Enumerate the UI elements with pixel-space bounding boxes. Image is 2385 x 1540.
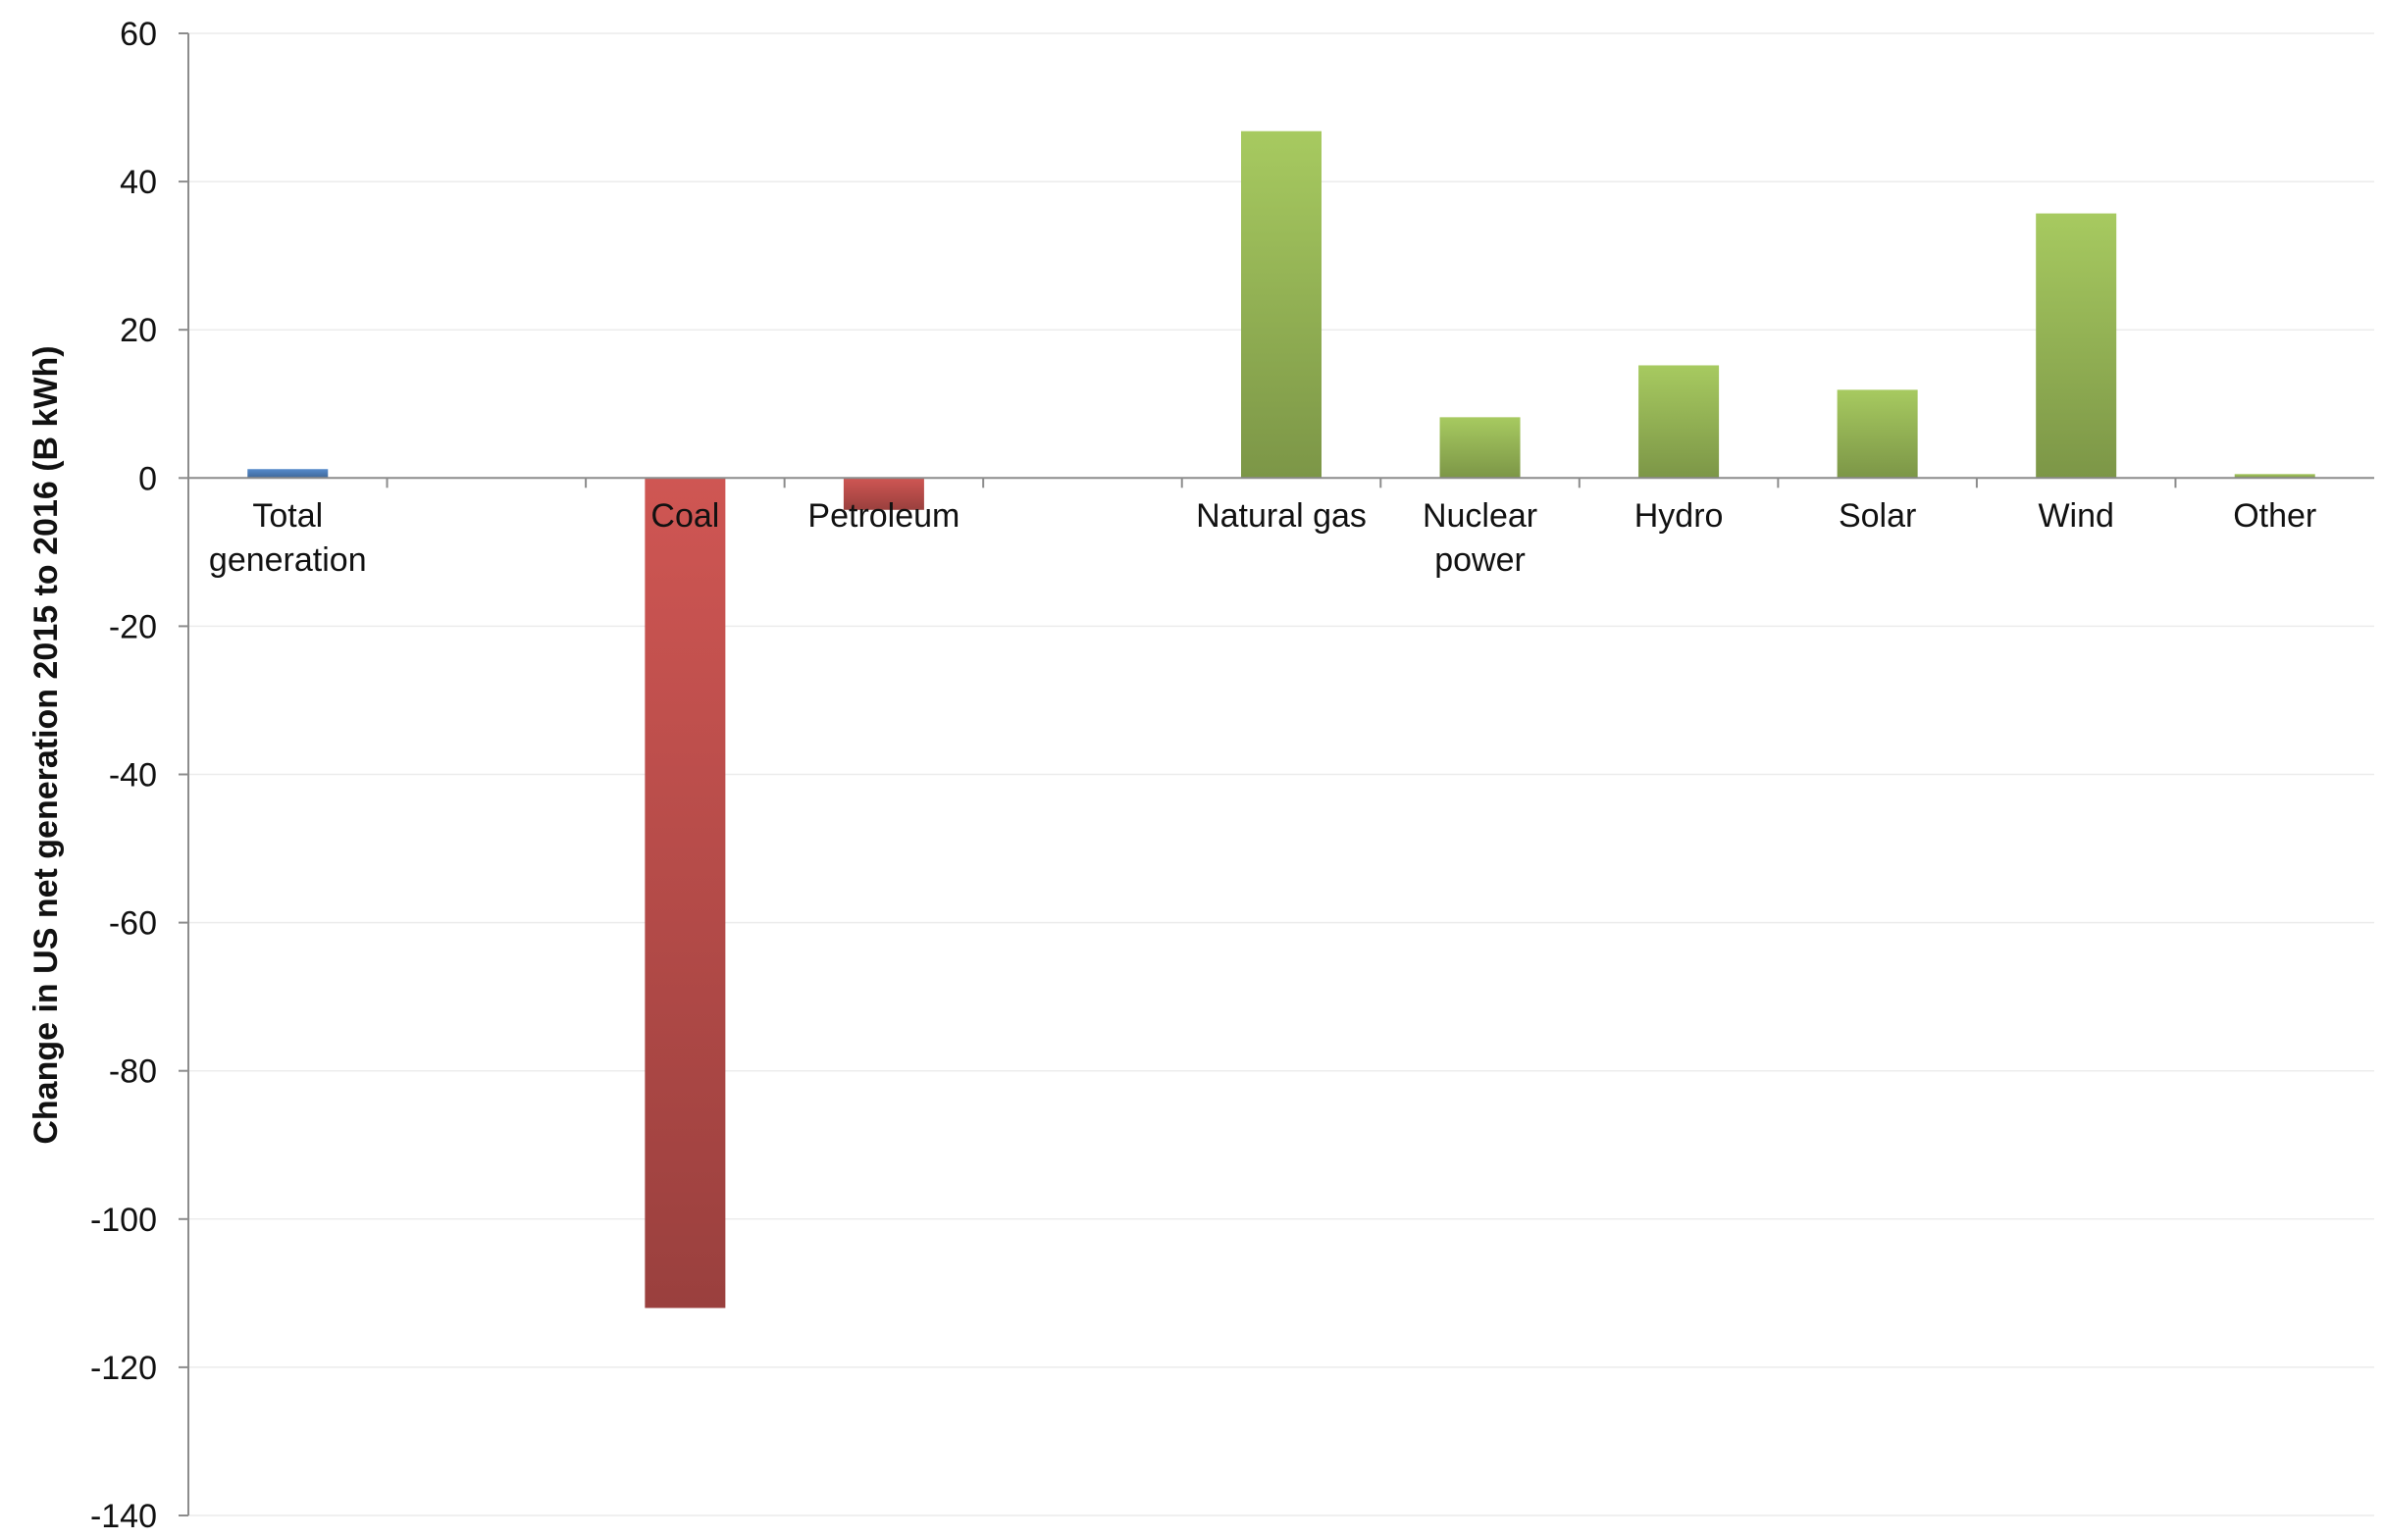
y-tick-label: -100 <box>90 1202 157 1239</box>
bar-solar <box>1837 389 1918 479</box>
bar-petroleum <box>843 478 924 510</box>
category-label: Coal <box>650 497 719 535</box>
y-tick-label: -20 <box>109 608 157 645</box>
category-label-line: Wind <box>2038 497 2113 535</box>
y-tick-label: -120 <box>90 1350 157 1387</box>
y-tick-label: -40 <box>109 757 157 795</box>
category-label: Solar <box>1839 497 1916 535</box>
y-tick-label: -60 <box>109 905 157 943</box>
category-labels: Total generation Coal Petroleum Natural gas N… <box>209 497 2316 579</box>
category-label: Hydro <box>1634 497 1724 535</box>
bar-hydro <box>1638 365 1720 479</box>
gridlines <box>188 32 2374 1516</box>
category-label: Nuclear power <box>1423 497 1537 579</box>
bars <box>247 130 2315 1309</box>
category-label: Total generation <box>209 497 367 579</box>
category-label-line: Natural gas <box>1196 497 1367 535</box>
category-label-line: Other <box>2233 497 2316 535</box>
y-tick-label: -140 <box>90 1498 157 1535</box>
category-label: Petroleum <box>807 497 959 535</box>
category-label-line: power <box>1434 541 1526 579</box>
category-label: Wind <box>2038 497 2113 535</box>
y-tick-label: -80 <box>109 1053 157 1091</box>
category-label-line: Coal <box>650 497 719 535</box>
y-tick-label: 0 <box>138 460 157 497</box>
category-label-line: Petroleum <box>807 497 959 535</box>
axes <box>179 32 2374 1516</box>
bar-coal <box>645 478 726 1309</box>
y-tick-labels: 60 40 20 0 -20 -40 -60 -80 -100 -120 -140 <box>90 16 157 1535</box>
bar-other <box>2234 474 2315 479</box>
bar-wind <box>2036 213 2117 479</box>
bar-natural-gas <box>1241 130 1322 479</box>
category-label: Other <box>2233 497 2316 535</box>
bar-nuclear-power <box>1439 417 1521 479</box>
y-tick-label: 40 <box>120 164 157 201</box>
category-label-line: Hydro <box>1634 497 1724 535</box>
category-label-line: Solar <box>1839 497 1916 535</box>
y-tick-label: 20 <box>120 312 157 349</box>
category-label: Natural gas <box>1196 497 1367 535</box>
category-label-line: Total <box>252 497 323 535</box>
bar-total-generation <box>247 469 329 479</box>
category-label-line: generation <box>209 541 367 579</box>
y-axis-title: Change in US net generation 2015 to 2016… <box>27 345 65 1144</box>
y-tick-label: 60 <box>120 16 157 53</box>
category-label-line: Nuclear <box>1423 497 1537 535</box>
